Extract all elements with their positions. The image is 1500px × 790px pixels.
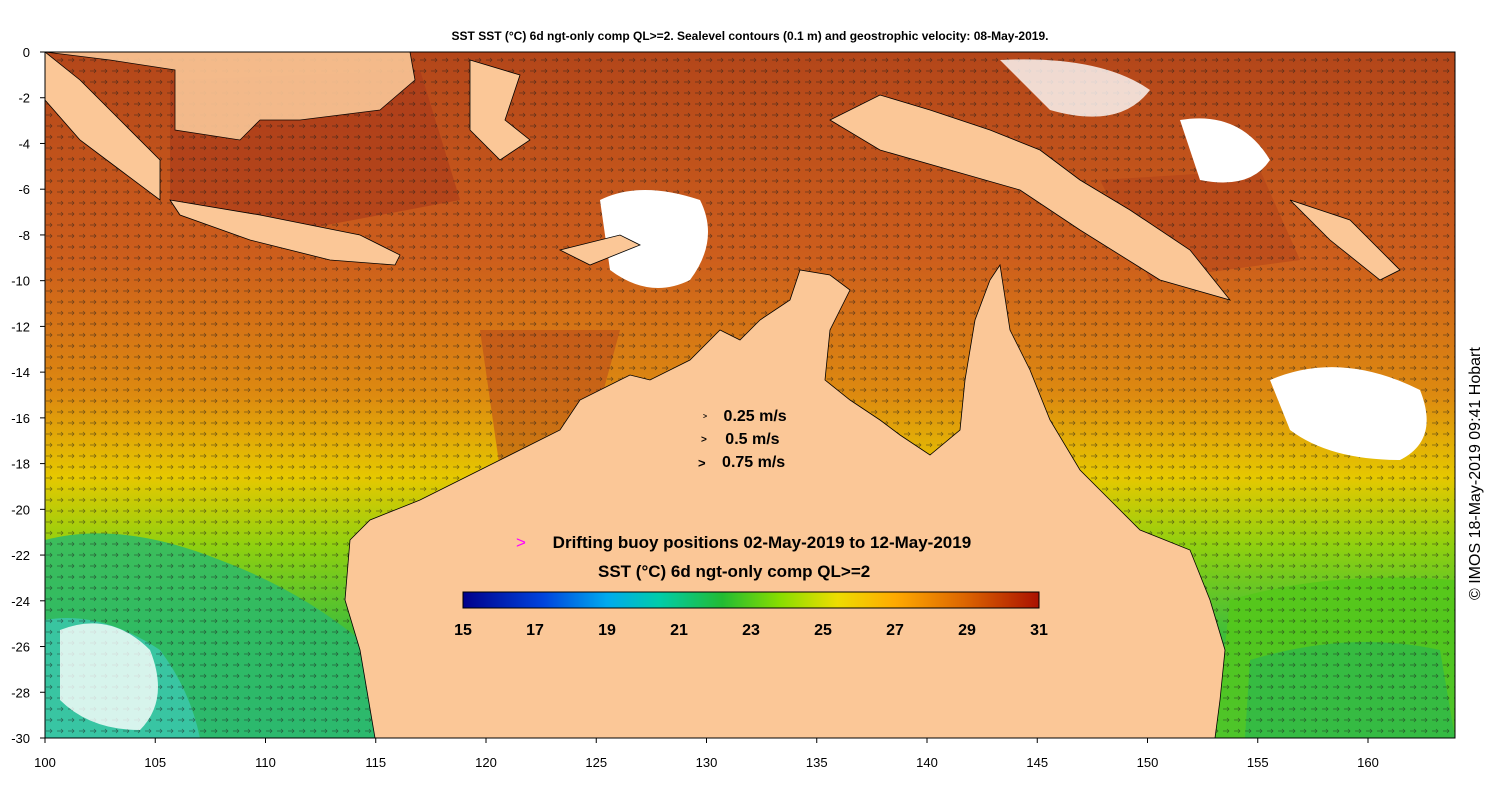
land-new-guinea [829, 94, 1232, 301]
x-tick-label: 135 [806, 755, 828, 770]
y-tick-label: -26 [11, 640, 30, 655]
velocity-arrow-icon: > [698, 455, 706, 471]
map-frame [44, 51, 1456, 739]
missing-data [60, 59, 1427, 730]
colorbar-tick-label: 25 [814, 622, 832, 639]
x-axis: 100 105 110 115 120 125 130 135 140 145 150 155 160 [34, 738, 1379, 770]
x-tick-label: 115 [365, 755, 386, 770]
x-tick-label: 145 [1026, 755, 1048, 770]
colorbar-tick-label: 29 [958, 622, 976, 639]
x-tick-label: 110 [255, 755, 276, 770]
colorbar-tick-label: 27 [886, 622, 904, 639]
y-tick-label: -10 [11, 274, 30, 289]
x-tick-label: 160 [1357, 755, 1379, 770]
velocity-arrow-icon: > [701, 434, 707, 446]
velocity-legend-2: > 0.5 m/s [701, 431, 780, 449]
land-java [169, 199, 401, 266]
buoy-arrow-icon: > [516, 533, 526, 552]
land-sulawesi [469, 59, 531, 161]
land-new-britain [1289, 199, 1401, 281]
x-tick-label: 130 [696, 755, 718, 770]
velocity-legend-1: > 0.25 m/s [703, 408, 787, 426]
x-tick-label: 125 [585, 755, 607, 770]
y-tick-label: -24 [11, 594, 30, 609]
y-tick-label: -18 [11, 457, 30, 472]
colorbar-tick-label: 21 [670, 622, 688, 639]
buoy-legend: > Drifting buoy positions 02-May-2019 to… [516, 533, 971, 553]
map-title: SST SST (°C) 6d ngt-only comp QL>=2. Sea… [451, 29, 1049, 43]
y-tick-label: -20 [11, 502, 30, 517]
velocity-legend-3: > 0.75 m/s [698, 454, 785, 472]
land-borneo [45, 52, 416, 141]
land-timor [558, 234, 641, 266]
y-tick-label: -16 [11, 411, 30, 426]
velocity-legend-label: 0.5 m/s [725, 431, 780, 448]
y-tick-label: -28 [11, 685, 30, 700]
y-tick-label: -6 [18, 182, 30, 197]
x-tick-label: 120 [475, 755, 497, 770]
x-tick-label: 150 [1137, 755, 1159, 770]
y-axis: 0 -2 -4 -6 -8 -10 -12 -14 -16 -18 -20 -22 -24 -26 -28 -… [11, 45, 45, 746]
velocity-arrow-icon: > [703, 413, 708, 421]
credit-text: © IMOS 18-May-2019 09:41 Hobart [1467, 347, 1484, 600]
y-tick-label: -22 [11, 548, 30, 563]
y-tick-label: -14 [11, 365, 30, 380]
colorbar-tick-label: 31 [1030, 622, 1048, 639]
x-tick-label: 155 [1247, 755, 1269, 770]
colorbar-tick-label: 23 [742, 622, 760, 639]
y-tick-label: -12 [11, 319, 30, 334]
buoy-legend-label: Drifting buoy positions 02-May-2019 to 1… [552, 533, 972, 552]
y-tick-label: 0 [23, 45, 30, 60]
land-sumatra [45, 52, 161, 201]
y-tick-label: -4 [18, 136, 30, 151]
y-tick-label: -2 [18, 91, 30, 106]
y-tick-label: -30 [11, 731, 30, 746]
colorbar-tick-label: 19 [598, 622, 616, 639]
x-tick-label: 100 [34, 755, 56, 770]
y-tick-label: -8 [18, 228, 30, 243]
colorbar-tick-label: 17 [526, 622, 544, 639]
x-tick-label: 140 [916, 755, 938, 770]
colorbar-ticks: 15 17 19 21 23 25 27 29 31 [454, 622, 1048, 639]
colorbar-title: SST (°C) 6d ngt-only comp QL>=2 [598, 562, 871, 581]
velocity-legend-label: 0.75 m/s [722, 454, 786, 471]
velocity-legend-label: 0.25 m/s [723, 408, 787, 425]
colorbar [462, 591, 1040, 609]
x-tick-label: 105 [144, 755, 166, 770]
colorbar-tick-label: 15 [454, 622, 472, 639]
land-australia [344, 263, 1226, 738]
